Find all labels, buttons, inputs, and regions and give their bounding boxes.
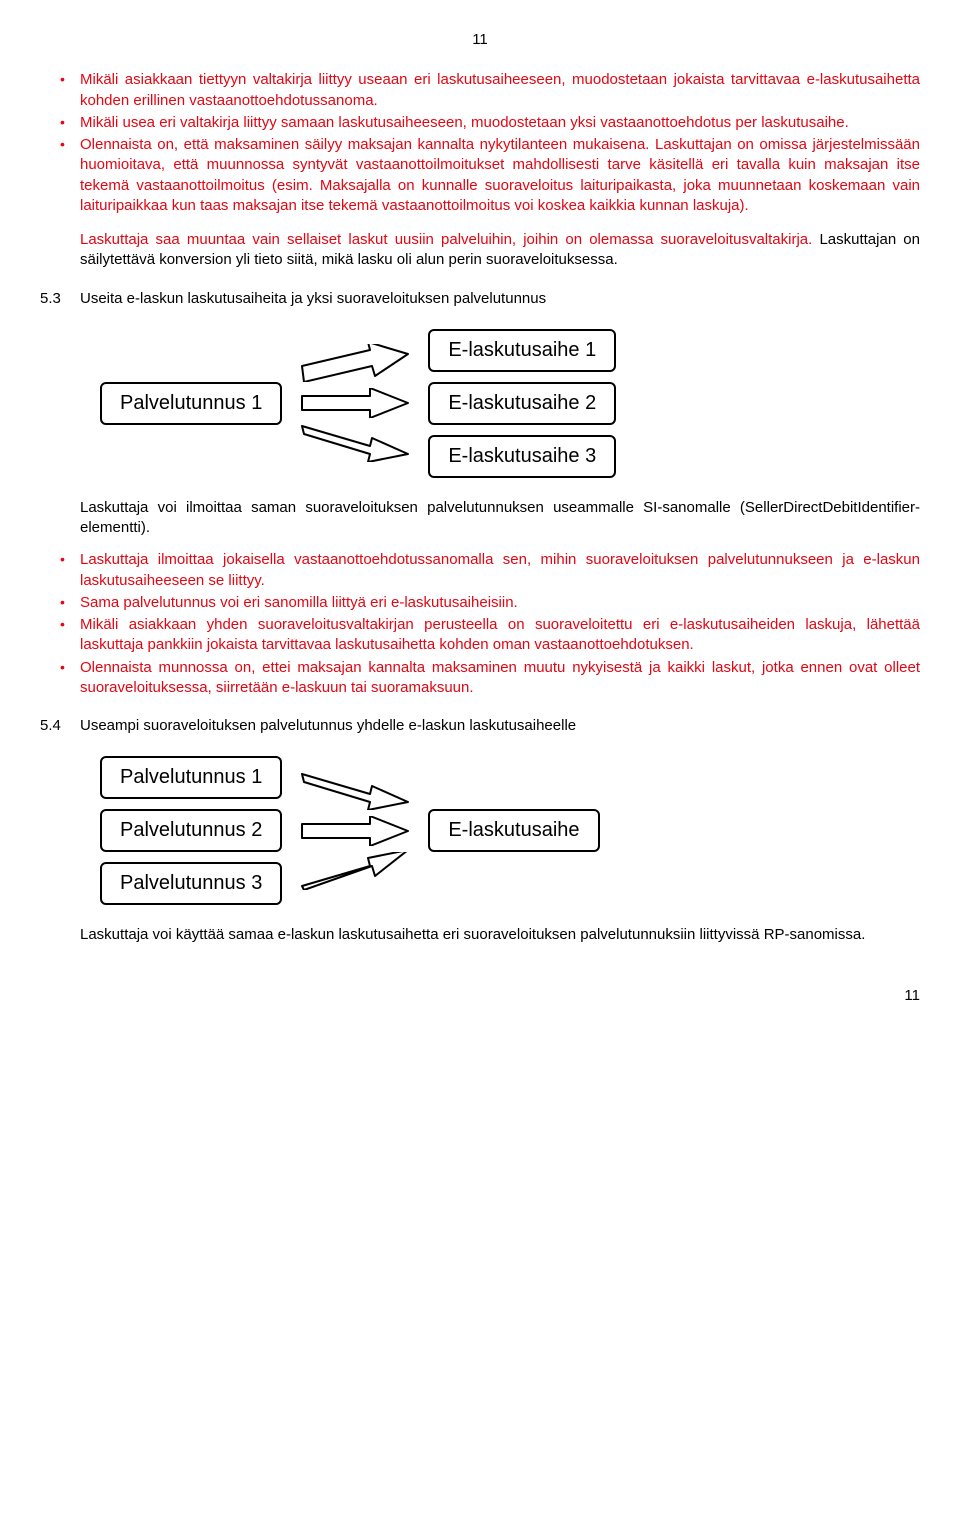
section-number: 5.4 [40, 716, 80, 736]
para-red-part: Laskuttaja saa muuntaa vain sellaiset la… [80, 231, 812, 248]
arrows [300, 772, 410, 890]
diagram-box: E-laskutusaihe [428, 809, 599, 852]
list-item: Mikäli asiakkaan yhden suoraveloitusvalt… [80, 615, 920, 656]
section-title: Useampi suoraveloituksen palvelutunnus y… [80, 716, 920, 736]
page-number-top: 11 [40, 30, 920, 50]
diagram-box: E-laskutusaihe 1 [428, 329, 616, 372]
list-item: Sama palvelutunnus voi eri sanomilla lii… [80, 593, 920, 613]
diagram-box: E-laskutusaihe 2 [428, 382, 616, 425]
diagram-1: Palvelutunnus 1 E-laskutusaihe 1 E-lasku… [100, 329, 920, 478]
page-number-bottom: 11 [40, 986, 920, 1006]
list-item: Olennaista munnossa on, ettei maksajan k… [80, 658, 920, 699]
diagram-box: Palvelutunnus 1 [100, 756, 282, 799]
paragraph-rp: Laskuttaja voi käyttää samaa e-laskun la… [80, 925, 920, 945]
section-number: 5.3 [40, 289, 80, 309]
arrow-icon [300, 772, 410, 810]
diagram-box: Palvelutunnus 3 [100, 862, 282, 905]
section-5-3-heading: 5.3 Useita e-laskun laskutusaiheita ja y… [40, 289, 920, 309]
diagram-2: Palvelutunnus 1 Palvelutunnus 2 Palvelut… [100, 756, 920, 905]
arrow-icon [300, 388, 410, 418]
arrow-icon [300, 344, 410, 382]
arrow-icon [300, 424, 410, 462]
arrow-icon [300, 816, 410, 846]
list-item: Olennaista on, että maksaminen säilyy ma… [80, 135, 920, 216]
paragraph-convert: Laskuttaja saa muuntaa vain sellaiset la… [80, 230, 920, 271]
section-5-4-heading: 5.4 Useampi suoraveloituksen palvelutunn… [40, 716, 920, 736]
list-item: Mikäli asiakkaan tiettyyn valtakirja lii… [80, 70, 920, 111]
bullet-list-1: Mikäli asiakkaan tiettyyn valtakirja lii… [40, 70, 920, 216]
diagram-box: Palvelutunnus 2 [100, 809, 282, 852]
paragraph-si: Laskuttaja voi ilmoittaa saman suoravelo… [80, 498, 920, 539]
diagram-box: E-laskutusaihe 3 [428, 435, 616, 478]
arrow-icon [300, 852, 410, 890]
list-item: Mikäli usea eri valtakirja liittyy samaa… [80, 113, 920, 133]
list-item: Laskuttaja ilmoittaa jokaisella vastaano… [80, 550, 920, 591]
arrows [300, 344, 410, 462]
section-title: Useita e-laskun laskutusaiheita ja yksi … [80, 289, 920, 309]
bullet-list-2: Laskuttaja ilmoittaa jokaisella vastaano… [40, 550, 920, 698]
diagram-box: Palvelutunnus 1 [100, 382, 282, 425]
